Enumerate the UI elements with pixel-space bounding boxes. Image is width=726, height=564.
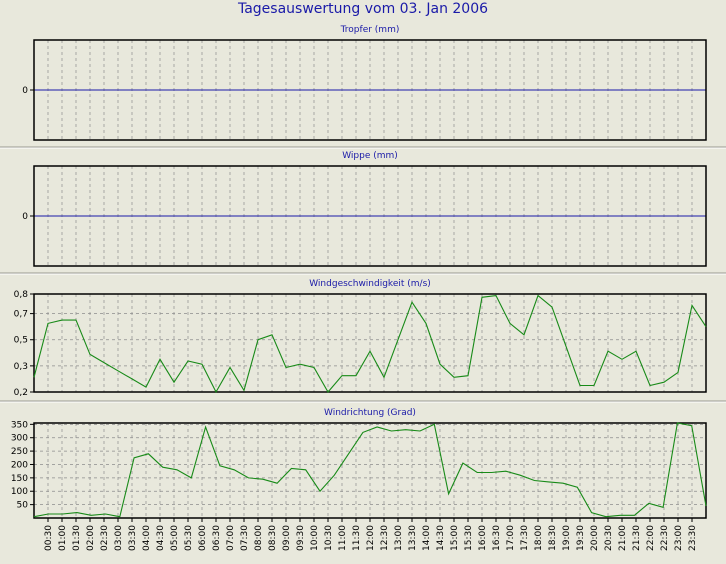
xtick-label: 20:30 bbox=[604, 525, 614, 551]
xtick-label: 07:30 bbox=[240, 525, 250, 551]
xtick-label: 08:30 bbox=[268, 525, 278, 551]
series-line bbox=[33, 294, 707, 394]
xtick-label: 00:30 bbox=[44, 525, 54, 551]
ytick-label: 50 bbox=[17, 501, 29, 511]
xtick-label: 17:00 bbox=[506, 525, 516, 551]
xtick-label: 17:30 bbox=[520, 525, 530, 551]
xtick-label: 03:30 bbox=[128, 525, 138, 551]
xtick-label: 19:00 bbox=[562, 525, 572, 551]
xtick-label: 12:00 bbox=[366, 525, 376, 551]
xtick-label: 16:30 bbox=[492, 525, 502, 551]
xtick-label: 03:00 bbox=[114, 525, 124, 551]
xtick-label: 14:00 bbox=[422, 525, 432, 551]
xtick-label: 10:00 bbox=[310, 525, 320, 551]
xtick-label: 09:00 bbox=[282, 525, 292, 551]
panel-title: Wippe (mm) bbox=[342, 151, 398, 161]
plot-frame bbox=[33, 293, 707, 393]
xtick-label: 06:30 bbox=[212, 525, 222, 551]
ytick-label: 0 bbox=[22, 86, 28, 96]
ytick-label: 100 bbox=[11, 487, 28, 497]
xtick-label: 05:00 bbox=[170, 525, 180, 551]
xtick-label: 12:30 bbox=[380, 525, 390, 551]
ytick-label: 0,7 bbox=[14, 310, 28, 320]
xtick-label: 05:30 bbox=[184, 525, 194, 551]
chart-title: Tagesauswertung vom 03. Jan 2006 bbox=[237, 1, 488, 17]
ytick-label: 300 bbox=[11, 434, 28, 444]
xtick-label: 18:30 bbox=[548, 525, 558, 551]
xtick-label: 20:00 bbox=[590, 525, 600, 551]
xtick-label: 19:30 bbox=[576, 525, 586, 551]
xtick-label: 18:00 bbox=[534, 525, 544, 551]
xtick-label: 10:30 bbox=[324, 525, 334, 551]
xtick-label: 15:00 bbox=[450, 525, 460, 551]
ytick-label: 0,2 bbox=[14, 388, 28, 398]
xtick-label: 06:00 bbox=[198, 525, 208, 551]
series-line bbox=[33, 422, 707, 518]
xtick-label: 09:30 bbox=[296, 525, 306, 551]
xtick-label: 15:30 bbox=[464, 525, 474, 551]
xtick-label: 11:00 bbox=[338, 525, 348, 551]
xtick-label: 01:30 bbox=[72, 525, 82, 551]
ytick-label: 250 bbox=[11, 447, 28, 457]
xtick-label: 21:30 bbox=[632, 525, 642, 551]
xtick-label: 04:30 bbox=[156, 525, 166, 551]
xtick-label: 01:00 bbox=[58, 525, 68, 551]
plot-frame bbox=[33, 165, 707, 267]
ytick-label: 350 bbox=[11, 420, 28, 430]
panel-title: Windgeschwindigkeit (m/s) bbox=[309, 279, 431, 289]
xtick-label: 04:00 bbox=[142, 525, 152, 551]
xtick-label: 23:00 bbox=[674, 525, 684, 551]
panel-2: Wippe (mm) 0 bbox=[22, 151, 707, 267]
xtick-label: 14:30 bbox=[436, 525, 446, 551]
xtick-label: 02:30 bbox=[100, 525, 110, 551]
xtick-label: 21:00 bbox=[618, 525, 628, 551]
ytick-label: 0 bbox=[22, 212, 28, 222]
xtick-label: 23:30 bbox=[688, 525, 698, 551]
panel-title: Windrichtung (Grad) bbox=[324, 408, 416, 418]
ytick-label: 0,3 bbox=[14, 362, 28, 372]
xtick-label: 16:00 bbox=[478, 525, 488, 551]
ytick-label: 150 bbox=[11, 474, 28, 484]
panel-1: Tropfer (mm) 0 bbox=[22, 25, 707, 141]
xtick-label: 22:00 bbox=[646, 525, 656, 551]
xtick-label: 02:00 bbox=[86, 525, 96, 551]
plot-frame bbox=[33, 39, 707, 141]
xtick-label: 11:30 bbox=[352, 525, 362, 551]
xtick-label: 13:00 bbox=[394, 525, 404, 551]
ytick-label: 0,8 bbox=[14, 290, 29, 300]
panel-4: Windrichtung (Grad) 350 300 250 200 150 100 50 bbox=[11, 408, 707, 519]
xtick-label: 22:30 bbox=[660, 525, 670, 551]
xtick-label: 13:30 bbox=[408, 525, 418, 551]
xtick-label: 07:00 bbox=[226, 525, 236, 551]
panel-title: Tropfer (mm) bbox=[340, 25, 400, 35]
xtick-label: 08:00 bbox=[254, 525, 264, 551]
ytick-label: 200 bbox=[11, 460, 28, 470]
ytick-label: 0,5 bbox=[14, 336, 28, 346]
panel-3: Windgeschwindigkeit (m/s) 0,8 0,7 0,5 0,3 0,2 bbox=[14, 279, 707, 398]
